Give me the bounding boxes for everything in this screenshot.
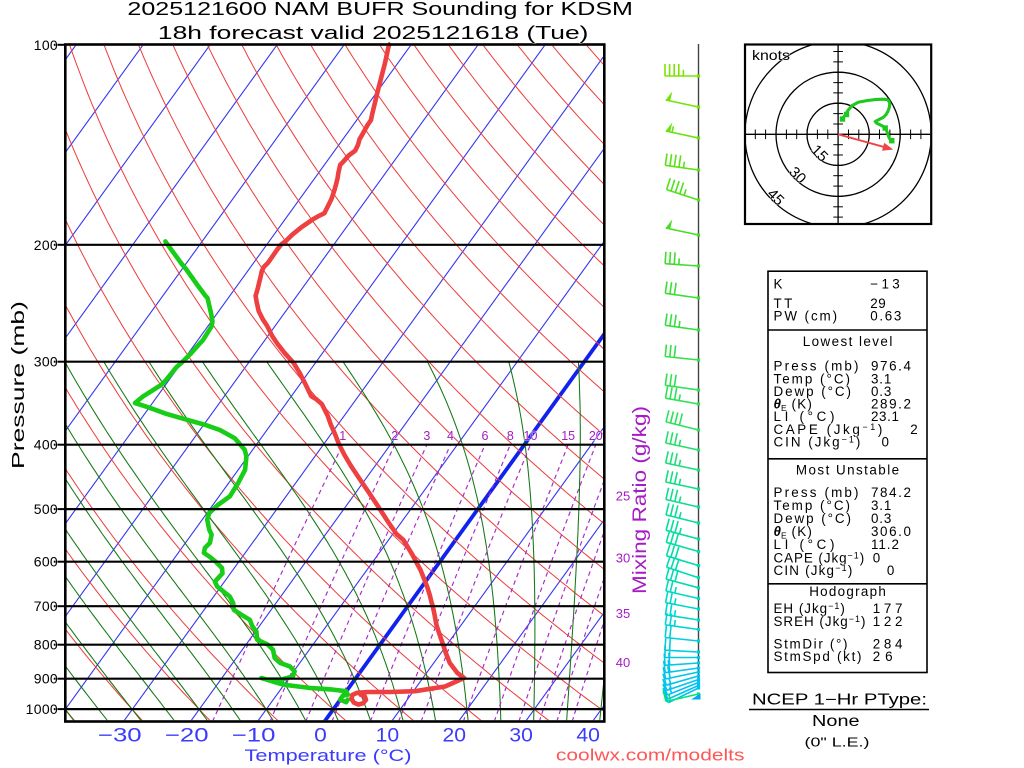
svg-text:3.1: 3.1 (871, 498, 891, 513)
svg-text:11.2: 11.2 (871, 537, 899, 552)
svg-text:6: 6 (482, 429, 489, 443)
svg-text:500: 500 (34, 501, 58, 517)
svg-text:600: 600 (34, 554, 58, 570)
svg-text:2: 2 (910, 422, 917, 437)
svg-text:−20: −20 (165, 726, 209, 747)
svg-text:StmDir (°): StmDir (°) (774, 636, 848, 651)
svg-text:0.63: 0.63 (870, 309, 901, 324)
svg-text:3.1: 3.1 (871, 371, 891, 386)
svg-text:4: 4 (447, 429, 454, 443)
svg-text:29: 29 (870, 296, 885, 311)
svg-text:177: 177 (873, 601, 903, 616)
svg-text:8: 8 (507, 429, 514, 443)
svg-text:coolwx.com/modelts: coolwx.com/modelts (556, 746, 745, 765)
svg-text:122: 122 (873, 614, 903, 629)
svg-text:K: K (774, 277, 783, 292)
svg-text:20: 20 (589, 429, 603, 443)
svg-text:40: 40 (616, 655, 630, 670)
svg-text:2: 2 (391, 429, 398, 443)
svg-text:EH (Jkg−1): EH (Jkg−1) (774, 601, 846, 616)
svg-text:976.4: 976.4 (871, 358, 911, 373)
svg-text:Press (mb): Press (mb) (774, 485, 859, 500)
svg-text:0: 0 (314, 726, 327, 747)
svg-text:0: 0 (873, 551, 880, 566)
svg-text:10: 10 (376, 726, 400, 747)
svg-text:25: 25 (616, 489, 630, 504)
svg-text:200: 200 (34, 237, 58, 253)
svg-text:300: 300 (34, 354, 58, 370)
svg-text:900: 900 (34, 671, 58, 687)
svg-text:289.2: 289.2 (871, 397, 911, 412)
svg-text:CIN (Jkg−1): CIN (Jkg−1) (774, 435, 863, 450)
svg-text:1000: 1000 (26, 701, 58, 717)
svg-text:20: 20 (443, 726, 467, 747)
svg-text:Pressure (mb): Pressure (mb) (8, 301, 28, 469)
svg-text:35: 35 (616, 606, 630, 621)
svg-text:StmSpd (kt): StmSpd (kt) (774, 649, 862, 664)
svg-text:23.1: 23.1 (871, 409, 899, 424)
svg-text:30: 30 (616, 551, 630, 566)
svg-text:800: 800 (34, 637, 58, 653)
svg-text:Temp (°C): Temp (°C) (774, 371, 851, 386)
svg-text:CAPE (Jkg−1): CAPE (Jkg−1) (774, 422, 885, 437)
svg-text:10: 10 (524, 429, 538, 443)
svg-text:Mixing Ratio (g/kg): Mixing Ratio (g/kg) (630, 406, 651, 594)
svg-text:−13: −13 (870, 277, 899, 292)
svg-text:100: 100 (34, 37, 58, 53)
svg-text:θE (K): θE (K) (774, 397, 814, 414)
svg-text:−10: −10 (232, 726, 276, 747)
svg-text:NCEP 1−Hr PType:: NCEP 1−Hr PType: (752, 692, 927, 709)
svg-text:0: 0 (887, 563, 894, 578)
svg-text:knots: knots (752, 47, 790, 63)
svg-text:PW (cm): PW (cm) (774, 309, 838, 324)
svg-text:Temperature (°C): Temperature (°C) (245, 746, 412, 765)
svg-text:0: 0 (882, 435, 889, 450)
svg-text:θE (K): θE (K) (774, 524, 814, 541)
svg-text:CIN (Jkg−1): CIN (Jkg−1) (774, 563, 854, 578)
svg-text:(0" L.E.): (0" L.E.) (805, 736, 870, 750)
svg-text:700: 700 (34, 598, 58, 614)
svg-text:3: 3 (423, 429, 430, 443)
svg-text:2025121600 NAM BUFR Sounding f: 2025121600 NAM BUFR Sounding for KDSM (127, 0, 633, 19)
svg-text:Press (mb): Press (mb) (774, 358, 859, 373)
svg-text:18h forecast valid 2025121618: 18h forecast valid 2025121618 (Tue) (158, 22, 589, 43)
svg-text:0.3: 0.3 (871, 384, 891, 399)
svg-text:Hodograph: Hodograph (809, 584, 886, 599)
svg-text:400: 400 (34, 437, 58, 453)
svg-text:SREH (Jkg−1): SREH (Jkg−1) (774, 614, 867, 629)
svg-text:30: 30 (509, 726, 533, 747)
svg-text:784.2: 784.2 (871, 485, 911, 500)
svg-text:−30: −30 (98, 726, 142, 747)
svg-text:Temp (°C): Temp (°C) (774, 498, 851, 513)
svg-text:15: 15 (561, 429, 575, 443)
svg-text:None: None (812, 713, 860, 730)
svg-text:1: 1 (339, 429, 346, 443)
svg-text:0.3: 0.3 (871, 511, 891, 526)
svg-text:Most Unstable: Most Unstable (796, 462, 899, 477)
svg-text:306.0: 306.0 (871, 524, 911, 539)
svg-text:40: 40 (576, 726, 600, 747)
svg-text:CAPE (Jkg−1): CAPE (Jkg−1) (774, 551, 866, 566)
